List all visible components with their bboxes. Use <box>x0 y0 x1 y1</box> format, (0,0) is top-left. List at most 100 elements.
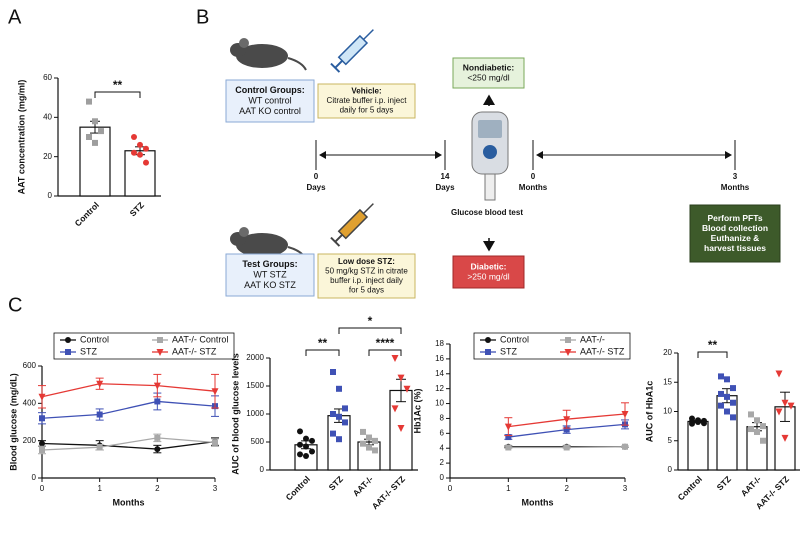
y-tick-label: 1000 <box>246 409 264 418</box>
box <box>452 57 525 89</box>
data-point <box>330 430 336 437</box>
data-point <box>98 128 104 135</box>
box-text: Diabetic: <box>471 261 507 271</box>
data-point <box>143 145 149 152</box>
box-text: WT control <box>248 95 291 105</box>
data-point <box>754 417 760 424</box>
y-tick-label: 500 <box>251 437 265 446</box>
data-point <box>297 428 303 435</box>
data-point <box>309 437 315 444</box>
data-point <box>724 408 730 415</box>
x-tick-label: Control <box>676 474 704 502</box>
data-point <box>154 398 161 405</box>
box-text: 50 mg/kg STZ in citrate <box>325 266 408 275</box>
y-tick-label: 14 <box>435 369 444 378</box>
data-point <box>563 416 571 424</box>
data-point <box>143 159 149 166</box>
data-point <box>403 385 411 393</box>
y-tick-label: 600 <box>23 361 37 370</box>
data-point <box>303 443 309 450</box>
mouse-icon <box>230 38 307 71</box>
box <box>317 253 416 299</box>
legend-label: STZ <box>80 346 98 356</box>
y-tick-label: 16 <box>435 354 444 363</box>
x-tick-label: AAT-/- <box>351 474 375 498</box>
y-tick-label: 6 <box>440 428 445 437</box>
series-line <box>41 400 216 419</box>
y-tick-label: 1500 <box>246 381 264 390</box>
x-tick-label: 0 <box>448 484 453 493</box>
box-text: Control Groups: <box>235 85 305 95</box>
legend-marker <box>564 349 572 356</box>
legend-marker <box>157 337 163 343</box>
data-point <box>730 414 736 421</box>
glucose-meter-icon <box>471 111 509 201</box>
box <box>689 204 781 263</box>
y-tick-label: 4 <box>440 443 445 452</box>
y-tick-label: 20 <box>43 152 52 161</box>
box-text: Euthanize & <box>711 233 760 243</box>
box-text: buffer i.p. inject daily <box>330 276 403 285</box>
y-axis-label: Hb1Ac (%) <box>412 388 422 433</box>
legend-marker <box>156 349 164 356</box>
data-point <box>397 374 405 382</box>
y-tick-label: 18 <box>435 339 444 348</box>
significance-label: **** <box>376 336 395 350</box>
data-point <box>342 419 348 426</box>
y-tick-label: 8 <box>440 414 445 423</box>
box-text: for 5 days <box>349 285 384 294</box>
legend-label: AAT-/- <box>580 334 605 344</box>
data-point <box>360 428 366 435</box>
legend-label: STZ <box>500 346 518 356</box>
box-text: AAT KO STZ <box>244 280 296 290</box>
box <box>225 79 315 123</box>
x-tick-label: 2 <box>564 484 569 493</box>
data-point <box>303 435 309 442</box>
significance-bracket <box>305 349 340 356</box>
box-text: Test Groups: <box>242 259 297 269</box>
data-point <box>787 402 795 410</box>
data-point <box>775 408 783 416</box>
y-tick-label: 400 <box>23 398 37 407</box>
data-point <box>504 423 512 431</box>
glucose-test-label: Glucose blood test <box>451 208 523 217</box>
box-text: harvest tissues <box>704 243 766 253</box>
significance-bracket <box>94 91 141 98</box>
y-tick-label: 0 <box>260 465 265 474</box>
y-tick-label: 2000 <box>246 353 264 362</box>
data-point <box>154 434 161 441</box>
data-point <box>701 420 707 427</box>
data-point <box>730 385 736 392</box>
data-point <box>211 388 219 396</box>
box-text: Citrate buffer i.p. inject <box>327 96 408 105</box>
y-axis-label: AUC of blood glucose levels <box>230 353 240 475</box>
data-point <box>724 393 730 400</box>
x-tick-label: AAT-/- STZ <box>370 474 407 511</box>
x-axis-label: Months <box>113 497 145 507</box>
legend-marker <box>485 349 491 355</box>
x-axis-label: Months <box>522 497 554 507</box>
data-point <box>748 426 754 433</box>
data-point <box>39 440 45 447</box>
data-point <box>391 405 399 413</box>
data-point <box>563 444 570 451</box>
data-point <box>724 376 730 383</box>
data-point <box>372 437 378 444</box>
data-point <box>297 451 303 458</box>
y-tick-label: 0 <box>32 473 37 482</box>
data-point <box>695 419 701 426</box>
significance-bracket <box>697 351 728 358</box>
box-text: <250 mg/dl <box>467 72 509 82</box>
box-text: Nondiabetic: <box>463 62 515 72</box>
timeline-unit: Days <box>306 183 326 192</box>
data-point <box>781 399 789 407</box>
data-point <box>718 402 724 409</box>
data-point <box>760 423 766 430</box>
bar <box>124 150 156 197</box>
syringe-icon <box>330 203 374 247</box>
data-point <box>38 393 46 401</box>
box-text: AAT KO control <box>239 106 301 116</box>
data-point <box>505 434 512 441</box>
data-point <box>336 413 342 420</box>
